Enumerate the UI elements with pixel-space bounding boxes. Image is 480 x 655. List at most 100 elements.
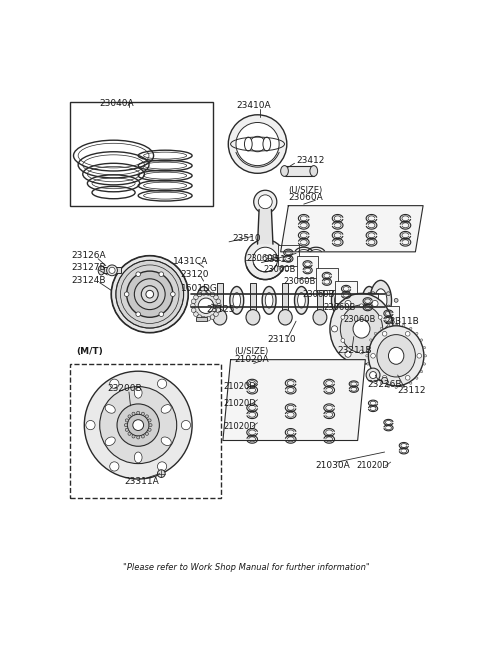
Bar xyxy=(336,281,357,303)
Circle shape xyxy=(216,299,221,303)
Ellipse shape xyxy=(161,405,171,413)
Ellipse shape xyxy=(109,267,115,273)
Text: 23127B: 23127B xyxy=(71,263,106,272)
Ellipse shape xyxy=(134,279,165,310)
Text: 1601DG: 1601DG xyxy=(180,284,217,293)
Circle shape xyxy=(424,354,427,357)
Circle shape xyxy=(191,303,195,308)
Ellipse shape xyxy=(127,271,173,317)
Circle shape xyxy=(417,354,421,358)
Text: 23060B: 23060B xyxy=(302,290,335,299)
Ellipse shape xyxy=(313,310,327,325)
Bar xyxy=(250,283,256,314)
Text: "Please refer to Work Shop Manual for further information": "Please refer to Work Shop Manual for fu… xyxy=(122,563,370,572)
Text: 23226B: 23226B xyxy=(368,380,402,389)
Text: 23060B: 23060B xyxy=(246,253,278,263)
Text: 23060B: 23060B xyxy=(344,315,376,324)
Circle shape xyxy=(210,292,215,297)
Text: 23311A: 23311A xyxy=(124,477,159,486)
Text: 23211B: 23211B xyxy=(337,346,372,355)
Circle shape xyxy=(420,371,423,373)
Circle shape xyxy=(372,351,378,357)
Circle shape xyxy=(197,292,202,297)
Text: 23125: 23125 xyxy=(206,305,234,314)
Circle shape xyxy=(258,195,272,209)
Ellipse shape xyxy=(281,166,288,176)
Circle shape xyxy=(416,377,418,379)
Circle shape xyxy=(387,385,390,388)
Circle shape xyxy=(206,291,211,295)
Circle shape xyxy=(409,382,412,384)
Circle shape xyxy=(148,419,151,422)
Circle shape xyxy=(367,363,369,365)
Ellipse shape xyxy=(161,437,171,445)
Circle shape xyxy=(181,421,191,430)
Circle shape xyxy=(159,312,164,316)
Circle shape xyxy=(128,432,131,436)
Circle shape xyxy=(206,316,211,321)
Ellipse shape xyxy=(353,320,370,338)
Circle shape xyxy=(217,303,221,308)
Polygon shape xyxy=(223,360,365,441)
Ellipse shape xyxy=(233,293,240,308)
Circle shape xyxy=(170,292,175,297)
Ellipse shape xyxy=(134,387,142,398)
Circle shape xyxy=(386,305,390,309)
Bar xyxy=(297,257,318,278)
Text: 23311B: 23311B xyxy=(384,316,420,326)
Circle shape xyxy=(124,292,129,297)
Ellipse shape xyxy=(198,298,214,314)
Polygon shape xyxy=(281,206,423,252)
Circle shape xyxy=(136,312,141,316)
Ellipse shape xyxy=(230,286,244,314)
Circle shape xyxy=(245,240,285,280)
Circle shape xyxy=(378,339,382,343)
Circle shape xyxy=(193,295,198,299)
Circle shape xyxy=(420,339,423,341)
Ellipse shape xyxy=(116,260,184,328)
Circle shape xyxy=(341,339,345,343)
Circle shape xyxy=(157,379,167,388)
Circle shape xyxy=(366,354,368,357)
Bar xyxy=(71,102,213,206)
Circle shape xyxy=(148,428,151,432)
Circle shape xyxy=(216,308,221,312)
Bar xyxy=(71,364,221,498)
Circle shape xyxy=(332,326,337,332)
Bar xyxy=(357,293,378,315)
Circle shape xyxy=(367,346,369,348)
Circle shape xyxy=(193,312,198,316)
Circle shape xyxy=(360,350,363,354)
Ellipse shape xyxy=(107,265,118,276)
Circle shape xyxy=(125,419,128,422)
Text: 23200B: 23200B xyxy=(108,384,142,394)
Ellipse shape xyxy=(295,286,308,314)
Ellipse shape xyxy=(388,347,404,364)
Circle shape xyxy=(380,328,383,329)
Circle shape xyxy=(157,462,167,471)
Circle shape xyxy=(253,247,277,272)
Ellipse shape xyxy=(362,286,376,314)
Circle shape xyxy=(136,272,141,276)
Ellipse shape xyxy=(105,437,115,445)
Circle shape xyxy=(406,375,410,380)
Circle shape xyxy=(371,354,375,358)
Circle shape xyxy=(254,190,277,214)
Circle shape xyxy=(214,295,218,299)
Circle shape xyxy=(374,377,377,379)
Circle shape xyxy=(370,371,372,373)
Text: 23124B: 23124B xyxy=(71,276,106,285)
Ellipse shape xyxy=(111,255,188,333)
Circle shape xyxy=(197,315,202,320)
Circle shape xyxy=(395,386,397,388)
Circle shape xyxy=(110,462,119,471)
Ellipse shape xyxy=(330,293,393,364)
Circle shape xyxy=(149,424,152,426)
Circle shape xyxy=(387,324,390,326)
Text: 21020D: 21020D xyxy=(223,422,256,431)
Ellipse shape xyxy=(141,286,158,303)
Circle shape xyxy=(370,339,372,341)
Ellipse shape xyxy=(193,293,218,318)
Circle shape xyxy=(360,304,363,308)
Circle shape xyxy=(403,324,405,326)
